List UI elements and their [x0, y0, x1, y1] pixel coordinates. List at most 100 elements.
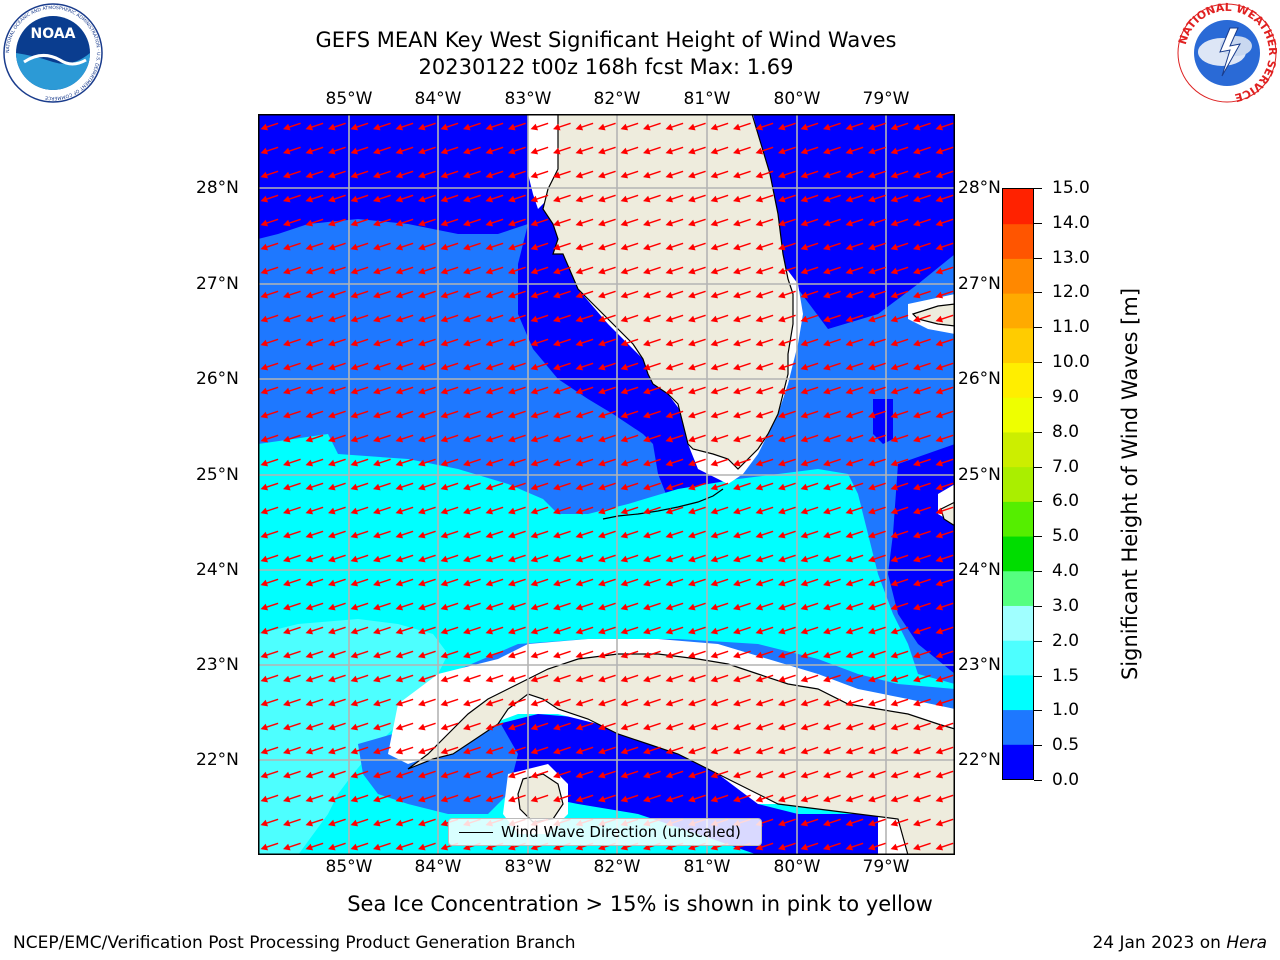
wave-direction-arrowhead	[372, 219, 381, 227]
wave-direction-arrowhead	[440, 411, 449, 419]
wave-direction-arrowhead	[822, 819, 831, 827]
wave-direction-arrowhead	[732, 723, 741, 731]
wave-direction-arrowhead	[777, 675, 786, 683]
wave-direction-arrowhead	[417, 699, 426, 707]
wave-direction-arrowhead	[845, 651, 854, 659]
wave-direction-arrowhead	[485, 219, 494, 227]
wave-direction-arrowhead	[282, 123, 291, 131]
wave-direction-arrowhead	[530, 627, 539, 635]
wave-direction-arrowhead	[710, 315, 719, 323]
nws-logo: NATIONAL WEATHER SERVICE	[1176, 2, 1278, 104]
colorbar-segment	[1003, 327, 1033, 364]
wave-direction-arrowhead	[710, 411, 719, 419]
wave-direction-arrowhead	[890, 603, 899, 611]
wave-direction-arrowhead	[867, 195, 876, 203]
wave-direction-arrowhead	[687, 699, 696, 707]
wave-direction-arrowhead	[710, 603, 719, 611]
wave-direction-arrowhead	[822, 531, 831, 539]
colorbar-segment	[1003, 709, 1033, 745]
wave-direction-arrowhead	[530, 555, 539, 563]
wave-direction-arrowhead	[845, 387, 854, 395]
colorbar-tick-label: 0.5	[1052, 735, 1080, 756]
wave-direction-arrowhead	[350, 435, 359, 443]
colorbar-tick-label: 8.0	[1052, 421, 1080, 442]
wave-direction-arrowhead	[665, 531, 674, 539]
map-subtitle: 20230122 t00z 168h fcst Max: 1.69	[418, 55, 794, 79]
wave-direction-arrowhead	[710, 531, 719, 539]
wave-direction-arrowhead	[552, 747, 561, 755]
wave-direction-arrowhead	[800, 459, 809, 467]
wave-direction-arrowhead	[732, 411, 741, 419]
wave-direction-arrowhead	[417, 627, 426, 635]
wave-direction-arrowhead	[912, 795, 921, 803]
wave-direction-arrowhead	[890, 675, 899, 683]
wave-direction-arrowhead	[777, 843, 786, 851]
wave-direction-arrowhead	[552, 555, 561, 563]
wave-direction-arrowhead	[665, 459, 674, 467]
wave-direction-arrowhead	[372, 603, 381, 611]
wave-direction-arrowhead	[800, 195, 809, 203]
wave-direction-arrowhead	[507, 843, 516, 851]
wave-direction-arrowhead	[575, 555, 584, 563]
wave-direction-arrowhead	[597, 267, 606, 275]
wave-direction-arrowhead	[597, 579, 606, 587]
wave-direction-arrowhead	[710, 363, 719, 371]
wave-direction-arrowhead	[417, 267, 426, 275]
wave-direction-arrowhead	[440, 339, 449, 347]
wave-direction-arrowhead	[440, 579, 449, 587]
wave-direction-arrowhead	[597, 531, 606, 539]
wave-direction-arrowhead	[800, 651, 809, 659]
wave-direction-arrowhead	[822, 507, 831, 515]
wave-direction-arrowhead	[732, 579, 741, 587]
wave-direction-arrowhead	[822, 171, 831, 179]
colorbar-tick-mark	[1034, 675, 1042, 677]
wave-direction-arrowhead	[822, 675, 831, 683]
wave-direction-arrowhead	[822, 339, 831, 347]
wave-direction-arrowhead	[845, 507, 854, 515]
map-legend: Wind Wave Direction (unscaled)	[448, 818, 762, 846]
wave-direction-arrowhead	[530, 411, 539, 419]
wave-direction-arrowhead	[800, 147, 809, 155]
wave-direction-arrowhead	[507, 147, 516, 155]
wave-direction-arrowhead	[485, 507, 494, 515]
wave-direction-arrowhead	[552, 843, 561, 851]
wave-direction-arrowhead	[462, 795, 471, 803]
wave-direction-arrowhead	[417, 723, 426, 731]
wave-direction-arrowhead	[890, 219, 899, 227]
wave-band-00-05-small	[873, 399, 893, 444]
wave-direction-arrowhead	[890, 435, 899, 443]
wave-direction-arrowhead	[485, 675, 494, 683]
colorbar-tick-label: 13.0	[1052, 247, 1090, 268]
wave-direction-arrowhead	[305, 795, 314, 803]
wave-direction-arrowhead	[395, 483, 404, 491]
wave-direction-arrowhead	[867, 123, 876, 131]
wave-direction-arrowhead	[665, 555, 674, 563]
wave-direction-arrowhead	[485, 339, 494, 347]
wave-direction-arrowhead	[912, 747, 921, 755]
land-florida	[542, 114, 794, 470]
wave-direction-arrowhead	[350, 459, 359, 467]
wave-direction-arrowhead	[845, 699, 854, 707]
wave-direction-arrowhead	[552, 603, 561, 611]
wave-direction-arrowhead	[732, 555, 741, 563]
wave-direction-arrowhead	[395, 291, 404, 299]
wave-direction-arrowhead	[597, 387, 606, 395]
wave-direction-arrowhead	[732, 675, 741, 683]
wave-direction-arrowhead	[755, 507, 764, 515]
wave-direction-arrowhead	[327, 459, 336, 467]
wave-direction-arrowhead	[440, 219, 449, 227]
wave-direction-arrowhead	[552, 531, 561, 539]
wave-direction-arrowhead	[260, 435, 269, 443]
wave-direction-arrowhead	[890, 171, 899, 179]
wave-direction-arrowhead	[890, 147, 899, 155]
wave-direction-arrowhead	[305, 291, 314, 299]
wave-direction-arrowhead	[912, 507, 921, 515]
wave-direction-arrowhead	[755, 747, 764, 755]
wave-direction-arrowhead	[417, 435, 426, 443]
wave-direction-arrowhead	[912, 819, 921, 827]
wave-direction-arrowhead	[485, 843, 494, 851]
land-florida-keys	[602, 488, 724, 520]
wave-direction-arrowhead	[800, 507, 809, 515]
wave-direction-arrowhead	[260, 579, 269, 587]
wave-direction-arrowhead	[912, 675, 921, 683]
